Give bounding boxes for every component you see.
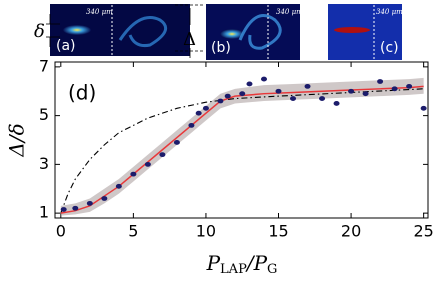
data-point <box>195 110 202 116</box>
data-point <box>202 105 209 111</box>
data-point <box>348 88 355 94</box>
x-tick-label: 10 <box>196 222 216 241</box>
y-tick-label: 7 <box>39 56 49 75</box>
x-axis-label: PLAP/PG <box>206 251 278 277</box>
data-point <box>115 183 122 189</box>
data-point <box>239 91 246 97</box>
inset-label: (b) <box>211 40 231 56</box>
panel-label: (d) <box>68 81 96 105</box>
data-point <box>188 122 195 128</box>
inset-a <box>50 4 190 56</box>
x-tick-label: 5 <box>128 222 138 241</box>
data-point <box>304 83 311 89</box>
inset-b <box>206 4 300 60</box>
fit-line <box>60 85 424 214</box>
x-tick-label: 0 <box>56 222 66 241</box>
x-label-part: G <box>267 262 277 277</box>
delta-symbol: δ <box>34 21 45 42</box>
inset-scale: 340 μm <box>276 8 303 16</box>
x-label-part: P <box>206 251 221 275</box>
y-tick-label: 5 <box>39 105 49 124</box>
inset-markers <box>46 4 205 58</box>
x-label-part: /P <box>245 251 268 275</box>
data-point <box>377 79 384 84</box>
data-point <box>173 140 180 145</box>
x-label-part: LAP <box>220 262 247 277</box>
model-line <box>60 88 424 214</box>
data-point <box>86 200 93 206</box>
data-point <box>290 96 297 101</box>
Delta-symbol: Δ <box>183 29 196 50</box>
plot-frame <box>54 61 429 219</box>
data-point <box>159 152 166 158</box>
inset-label: (c) <box>380 40 399 56</box>
x-tick-label: 25 <box>413 222 433 241</box>
data-point <box>72 205 79 211</box>
data-point <box>391 86 398 92</box>
x-tick-label: 20 <box>341 222 361 241</box>
plot <box>55 62 428 218</box>
y-tick-label: 1 <box>39 203 49 222</box>
data-point <box>333 101 340 106</box>
inset-label: (a) <box>56 38 76 54</box>
data-point <box>260 76 267 82</box>
inset-scale: 340 μm <box>376 8 403 16</box>
data-point <box>217 98 224 104</box>
data-point <box>144 161 151 167</box>
data-point <box>319 96 326 101</box>
x-tick-label: 15 <box>268 222 288 241</box>
data-point <box>130 171 137 177</box>
data-point <box>275 88 282 94</box>
data-point <box>60 207 67 212</box>
y-tick-label: 3 <box>39 154 49 173</box>
inset-scale: 340 μm <box>86 8 113 16</box>
data-point <box>420 105 427 111</box>
data-point <box>362 91 369 97</box>
data-point <box>101 196 108 201</box>
data-point <box>406 83 413 89</box>
data-point <box>224 93 231 99</box>
data-point <box>246 81 253 87</box>
inset-c <box>328 4 402 60</box>
y-axis-label: Δ/δ <box>5 123 29 157</box>
